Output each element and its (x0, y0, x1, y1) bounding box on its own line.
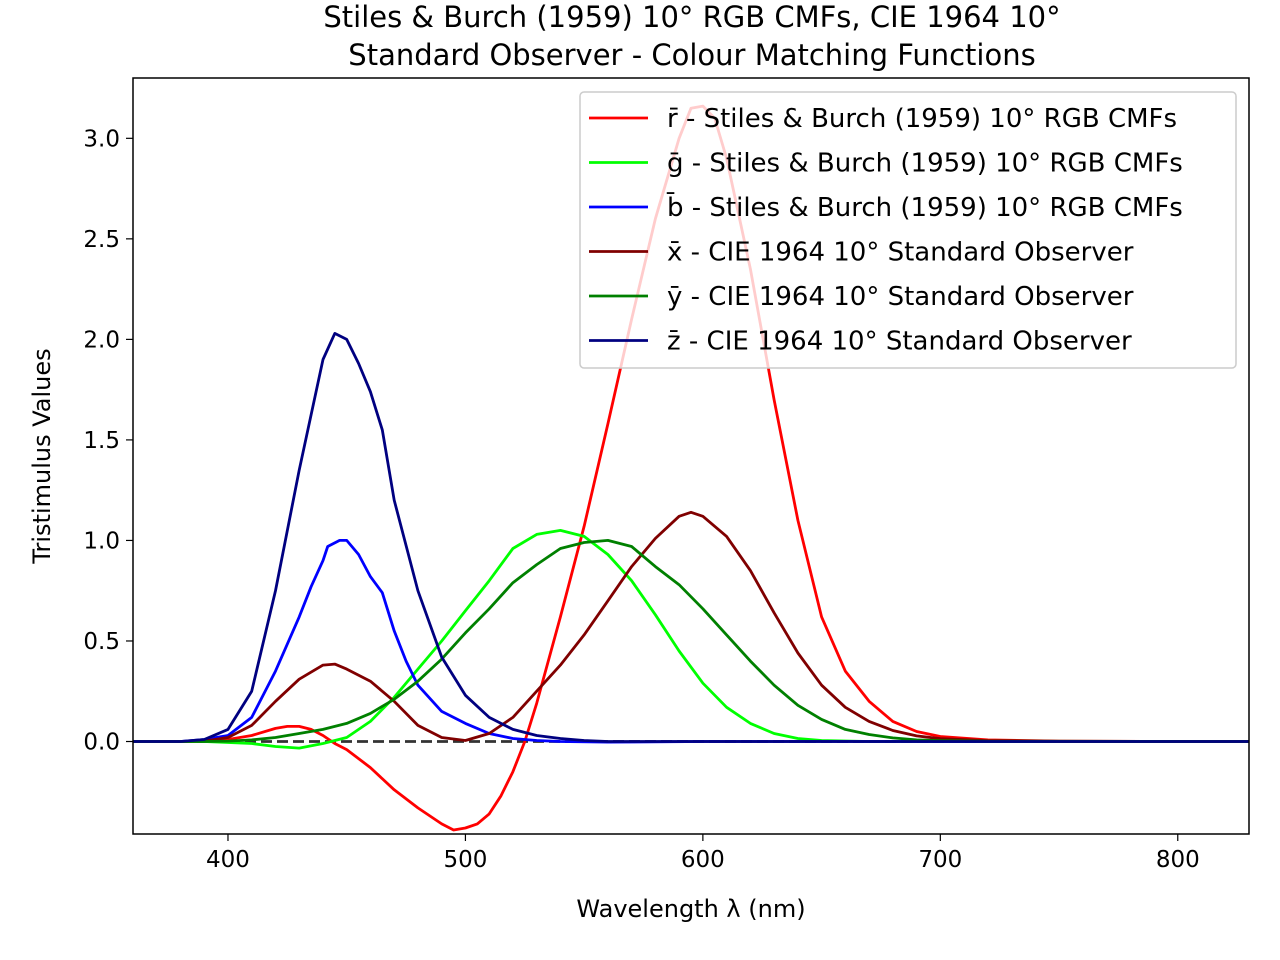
legend-label-2: ḡ - Stiles & Burch (1959) 10° RGB CMFs (667, 149, 1183, 179)
x-tick-label: 500 (443, 847, 487, 873)
y-tick-label: 2.5 (83, 227, 120, 253)
series-line-3 (133, 539, 1249, 744)
legend-label-6: z̄ - CIE 1964 10° Standard Observer (667, 327, 1132, 357)
series-line-4 (133, 510, 1249, 743)
y-tick-label: 0.0 (83, 730, 120, 756)
legend-label-3: b̄ - Stiles & Burch (1959) 10° RGB CMFs (666, 191, 1183, 223)
chart-title-line-2: Standard Observer - Colour Matching Func… (348, 38, 1035, 72)
x-tick-label: 400 (206, 847, 250, 873)
legend-label-1: r̄ - Stiles & Burch (1959) 10° RGB CMFs (667, 104, 1177, 134)
plot-area (133, 104, 1249, 832)
axis-ticks: 400 500 600 700 800 0.0 0.5 1.0 1.5 2.0 2.5 3.0 (83, 126, 1199, 873)
y-tick-label: 1.5 (83, 428, 120, 454)
y-tick-label: 1.0 (83, 528, 120, 554)
x-axis-label: Wavelength λ (nm) (576, 895, 805, 923)
series-line-2 (133, 529, 1249, 750)
y-axis-label: Tristimulus Values (28, 348, 56, 564)
series-line-1 (133, 104, 1249, 832)
series-line-6 (133, 332, 1249, 743)
x-tick-label: 800 (1156, 847, 1200, 873)
y-tick-label: 2.0 (83, 327, 120, 353)
legend-label-4: x̄ - CIE 1964 10° Standard Observer (667, 238, 1134, 268)
legend-label-5: ȳ - CIE 1964 10° Standard Observer (667, 282, 1134, 312)
x-tick-label: 700 (918, 847, 962, 873)
y-tick-label: 0.5 (83, 629, 120, 655)
plot-frame (132, 77, 1250, 835)
x-tick-label: 600 (681, 847, 725, 873)
chart-title-line-1: Stiles & Burch (1959) 10° RGB CMFs, CIE … (323, 0, 1060, 34)
series-line-5 (133, 539, 1249, 743)
legend-box (579, 91, 1237, 369)
legend: r̄ - Stiles & Burch (1959) 10° RGB CMFs ḡ… (579, 91, 1237, 369)
y-tick-label: 3.0 (83, 126, 120, 152)
